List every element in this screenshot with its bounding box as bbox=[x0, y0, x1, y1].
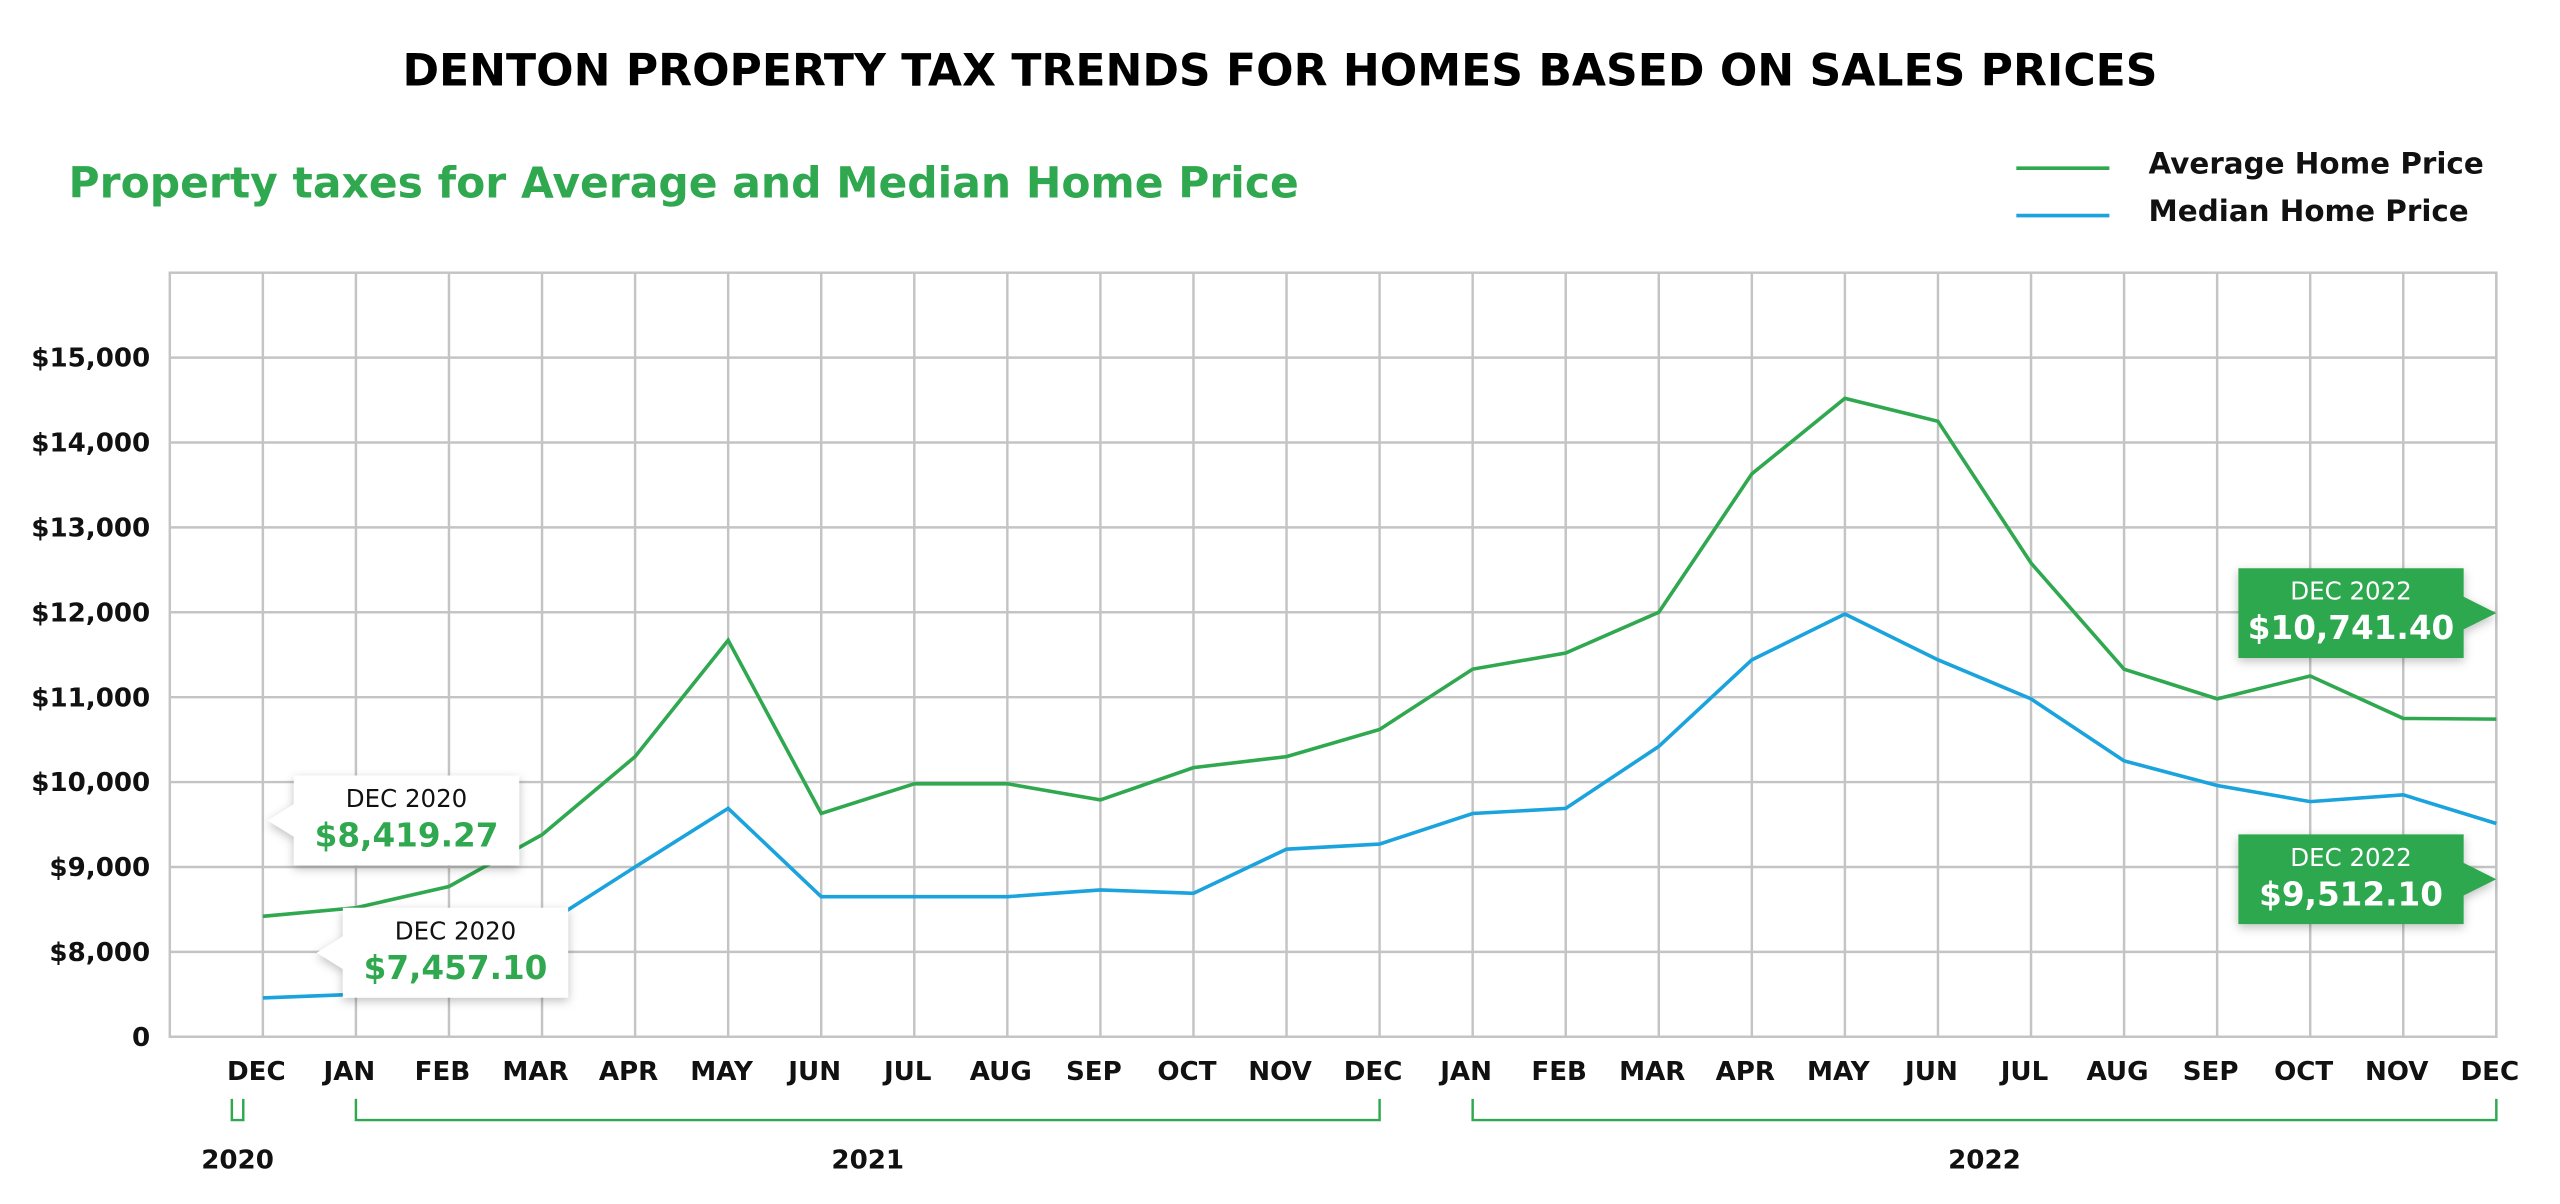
group-label: 2021 bbox=[831, 1145, 904, 1175]
plot bbox=[262, 396, 2497, 1000]
x-tick-label: APR bbox=[1716, 1057, 1775, 1087]
x-tick-label: MAY bbox=[690, 1057, 754, 1087]
x-tick-label: APR bbox=[599, 1057, 658, 1087]
labels: 0 $8,000 $9,000 $10,000 $11,000 $12,000 $13,00… bbox=[31, 146, 2519, 1175]
x-tick-label: SEP bbox=[2183, 1057, 2239, 1087]
x-tick-label: JAN bbox=[321, 1057, 375, 1087]
x-tick-label: MAR bbox=[502, 1057, 568, 1087]
callout-title: DEC 2020 bbox=[395, 916, 516, 945]
chart-title: DENTON PROPERTY TAX TRENDS FOR HOMES BAS… bbox=[402, 46, 2157, 97]
callout: DEC 2020 $7,457.10 bbox=[316, 907, 569, 998]
x-tick-label: MAY bbox=[1807, 1057, 1871, 1087]
y-tick-label: $14,000 bbox=[31, 429, 150, 459]
x-tick-label: JUN bbox=[786, 1057, 841, 1087]
x-tick-label: OCT bbox=[2274, 1057, 2333, 1087]
x-tick-label: AUG bbox=[2087, 1057, 2149, 1087]
x-tick-label: JUN bbox=[1903, 1057, 1958, 1087]
x-tick-label: JUL bbox=[882, 1057, 932, 1087]
y-tick-label: $9,000 bbox=[49, 853, 150, 883]
x-tick-label: NOV bbox=[2365, 1057, 2429, 1087]
callout-title: DEC 2022 bbox=[2290, 843, 2411, 872]
x-tick-label: DEC bbox=[2460, 1057, 2519, 1087]
callout-title: DEC 2022 bbox=[2290, 577, 2411, 606]
y-tick-label: 0 bbox=[132, 1023, 150, 1053]
y-tick-label: $10,000 bbox=[31, 768, 150, 798]
chart-subtitle: Property taxes for Average and Median Ho… bbox=[69, 160, 1299, 209]
callout: DEC 2020 $8,419.27 bbox=[267, 775, 520, 866]
group-label: 2020 bbox=[201, 1145, 274, 1175]
x-tick-label: DEC bbox=[227, 1057, 286, 1087]
group-bracket bbox=[354, 1098, 1381, 1122]
x-tick-label: NOV bbox=[1248, 1057, 1312, 1087]
callout-box bbox=[316, 907, 569, 998]
y-tick-label: $12,000 bbox=[31, 598, 150, 628]
callout-box bbox=[267, 775, 520, 866]
legend-label: Average Home Price bbox=[2149, 146, 2484, 180]
group-label: 2022 bbox=[1948, 1145, 2021, 1175]
callout-box bbox=[2238, 568, 2497, 658]
x-tick-label: FEB bbox=[415, 1057, 471, 1087]
value-label: $8,419.27 bbox=[315, 817, 499, 855]
x-tick-label: JAN bbox=[1438, 1057, 1492, 1087]
line-series bbox=[262, 396, 2497, 919]
value-label: $7,457.10 bbox=[364, 949, 548, 987]
x-tick-label: FEB bbox=[1531, 1057, 1587, 1087]
x-tick-label: AUG bbox=[970, 1057, 1032, 1087]
y-tick-label: $13,000 bbox=[31, 514, 150, 544]
x-tick-label: SEP bbox=[1066, 1057, 1122, 1087]
group-bracket bbox=[1471, 1098, 2498, 1122]
callout-box bbox=[2238, 834, 2497, 925]
group-bracket bbox=[230, 1098, 245, 1122]
value-label: $9,512.10 bbox=[2259, 875, 2443, 913]
y-tick-label: $15,000 bbox=[31, 344, 150, 374]
y-tick-label: $11,000 bbox=[31, 683, 150, 713]
x-tick-label: MAR bbox=[1619, 1057, 1685, 1087]
x-tick-label: JUL bbox=[1999, 1057, 2049, 1087]
callout: DEC 2022 $10,741.40 bbox=[2238, 568, 2497, 658]
callout: DEC 2022 $9,512.10 bbox=[2238, 834, 2497, 925]
x-tick-label: OCT bbox=[1157, 1057, 1216, 1087]
legend-label: Median Home Price bbox=[2149, 194, 2469, 228]
y-tick-label: $8,000 bbox=[49, 938, 150, 968]
value-label: $10,741.40 bbox=[2248, 609, 2455, 647]
callout-title: DEC 2020 bbox=[346, 784, 467, 813]
x-tick-label: DEC bbox=[1344, 1057, 1403, 1087]
line-series bbox=[262, 611, 2497, 1000]
